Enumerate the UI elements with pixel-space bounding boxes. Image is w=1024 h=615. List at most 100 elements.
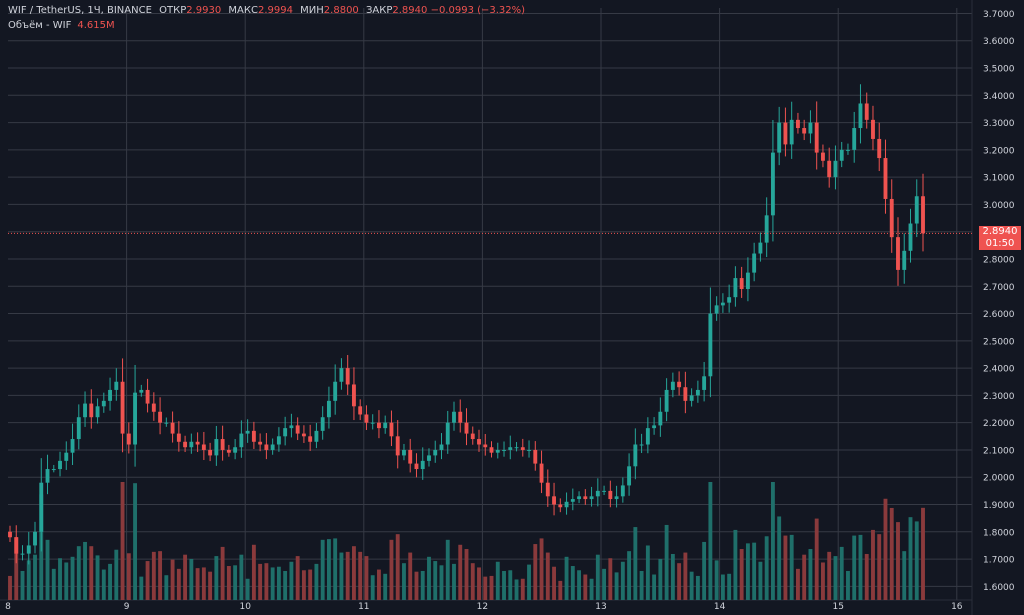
volume-bar xyxy=(289,561,294,600)
candle-body xyxy=(570,499,575,502)
candle-body xyxy=(89,403,94,418)
volume-bar xyxy=(514,579,519,600)
y-tick-label: 2.6000 xyxy=(983,310,1015,320)
candle-body xyxy=(821,152,825,161)
candle-body xyxy=(289,425,294,429)
y-tick-label: 1.7000 xyxy=(983,556,1015,566)
volume-bar xyxy=(226,566,231,600)
volume-bar xyxy=(658,558,663,600)
candle-body xyxy=(145,389,150,404)
y-tick-label: 1.9000 xyxy=(983,501,1015,511)
candle-body xyxy=(226,449,231,453)
volume-bar xyxy=(370,575,375,600)
candle-body xyxy=(139,389,144,393)
candle-body xyxy=(258,441,263,445)
candle-body xyxy=(658,411,663,426)
candle-body xyxy=(458,411,463,423)
volume-bar xyxy=(589,578,594,600)
volume-bar xyxy=(633,527,638,600)
volume-bar xyxy=(727,573,732,600)
volume-bar xyxy=(8,575,12,600)
last-price-tag: 2.8940 01:50 xyxy=(979,226,1021,251)
volume-bar xyxy=(489,575,494,600)
volume-label[interactable]: Объём - WIF xyxy=(8,20,72,31)
candle-body xyxy=(777,122,782,153)
candle-body xyxy=(614,496,619,500)
candle-body xyxy=(8,531,12,538)
volume-bar xyxy=(839,546,844,600)
candle-body xyxy=(264,444,269,450)
volume-bar xyxy=(739,549,744,600)
open-value: 2.9930 xyxy=(186,5,222,16)
volume-bar xyxy=(189,558,194,600)
volume-bar xyxy=(220,546,225,600)
candle-body xyxy=(589,496,594,500)
volume-bar xyxy=(283,570,288,600)
volume-value: 4.615M xyxy=(77,20,115,31)
candle-body xyxy=(745,272,750,289)
volume-bar xyxy=(795,568,800,600)
chart-legend: WIF / TetherUS, 1Ч, BINANCE ОТКР2.9930 М… xyxy=(8,3,525,33)
candle-body xyxy=(902,250,907,270)
candle-body xyxy=(45,469,50,483)
candle-body xyxy=(33,531,37,546)
candle-body xyxy=(101,400,106,407)
volume-bar xyxy=(520,578,525,600)
volume-bar xyxy=(145,561,150,600)
candle-body xyxy=(108,389,112,401)
candle-body xyxy=(827,160,832,178)
volume-bar xyxy=(383,573,388,600)
volume-bar xyxy=(614,572,619,600)
countdown-timer: 01:50 xyxy=(985,238,1015,250)
close-label: ЗАКР xyxy=(365,5,393,16)
candle-body xyxy=(896,237,900,270)
y-tick-label: 3.4000 xyxy=(983,92,1015,102)
candle-body xyxy=(445,422,450,445)
volume-bar xyxy=(577,570,582,600)
candle-body xyxy=(427,455,431,461)
volume-bar xyxy=(377,569,381,600)
candle-body xyxy=(514,447,519,449)
volume-bar xyxy=(570,566,575,600)
volume-bar xyxy=(764,536,769,600)
candle-body xyxy=(389,422,394,437)
volume-bar xyxy=(645,545,650,600)
candle-body xyxy=(702,376,707,390)
candle-body xyxy=(245,430,250,434)
volume-bar xyxy=(902,551,907,600)
volume-bar xyxy=(539,538,544,600)
volume-bar xyxy=(852,535,857,600)
volume-bar xyxy=(483,576,488,600)
volume-bar xyxy=(351,546,356,600)
volume-bar xyxy=(70,556,75,600)
volume-bar xyxy=(477,567,481,600)
candle-body xyxy=(620,485,625,497)
candle-body xyxy=(283,428,288,437)
volume-bar xyxy=(458,544,463,600)
volume-bar xyxy=(545,552,550,600)
y-tick-label: 2.1000 xyxy=(983,446,1015,456)
candle-body xyxy=(151,403,156,412)
volume-bar xyxy=(420,570,425,600)
candle-body xyxy=(533,449,538,464)
volume-bar xyxy=(114,549,119,600)
candle-body xyxy=(126,433,131,445)
y-tick-label: 2.4000 xyxy=(983,365,1015,375)
candle-body xyxy=(808,122,813,134)
volume-bar xyxy=(395,534,400,600)
y-tick-label: 3.3000 xyxy=(983,119,1015,129)
candle-body xyxy=(414,463,419,470)
volume-bar xyxy=(427,556,431,600)
volume-bar xyxy=(552,566,556,600)
ohlc-row: WIF / TetherUS, 1Ч, BINANCE ОТКР2.9930 М… xyxy=(8,3,525,18)
volume-bar xyxy=(245,578,250,600)
volume-bar xyxy=(777,516,782,600)
volume-bar xyxy=(258,563,263,600)
volume-bar xyxy=(846,570,850,600)
symbol-title[interactable]: WIF / TetherUS, 1Ч, BINANCE xyxy=(8,5,152,16)
candle-body xyxy=(508,447,513,450)
volume-bar xyxy=(683,552,688,600)
volume-bar xyxy=(733,529,738,600)
